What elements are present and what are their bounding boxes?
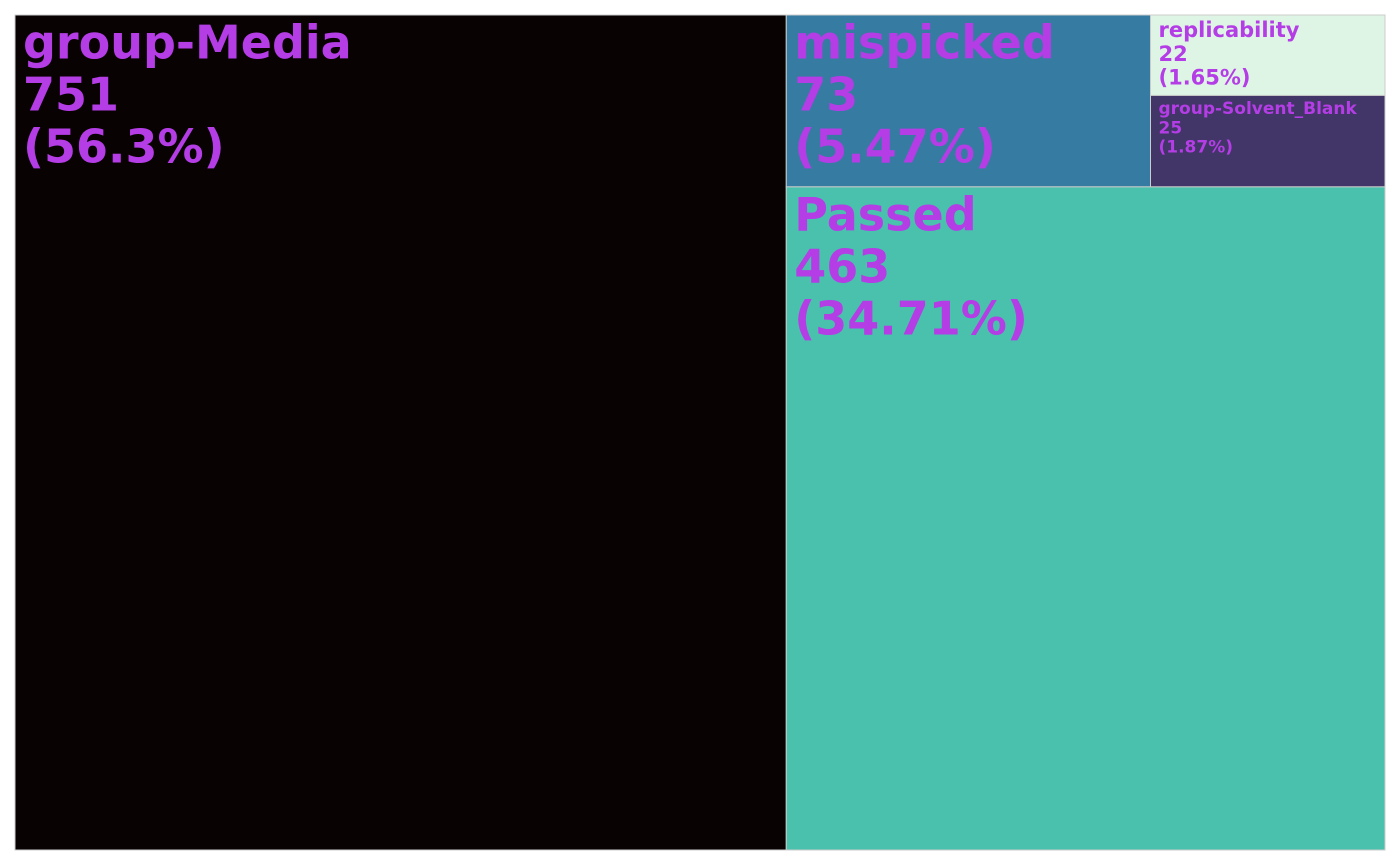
tile-value-label: 751 (23, 68, 119, 122)
tile-value-label: 73 (794, 68, 858, 122)
tile-percent-label: (34.71%) (794, 291, 1028, 345)
tile-value-label: 25 (1158, 118, 1182, 138)
tile-name-label: group-Media (23, 16, 352, 70)
tile-passed (785, 186, 1386, 851)
tile-percent-label: (1.87%) (1158, 137, 1233, 157)
tile-name-label: group-Solvent_Blank (1158, 99, 1357, 119)
tile-value-label: 22 (1158, 42, 1187, 66)
tile-percent-label: (1.65%) (1158, 66, 1250, 90)
tiles-layer (14, 14, 1386, 851)
tile-name-label: Passed (794, 187, 976, 241)
tile-value-label: 463 (794, 239, 890, 293)
tile-group-media (14, 14, 787, 851)
tile-name-label: replicability (1158, 18, 1299, 42)
tile-percent-label: (56.3%) (23, 120, 225, 174)
tile-name-label: mispicked (794, 16, 1055, 70)
tile-replicability (1149, 14, 1386, 96)
tile-mispicked (785, 14, 1151, 188)
tile-percent-label: (5.47%) (794, 120, 996, 174)
tile-group-solvent-blank (1149, 94, 1386, 188)
